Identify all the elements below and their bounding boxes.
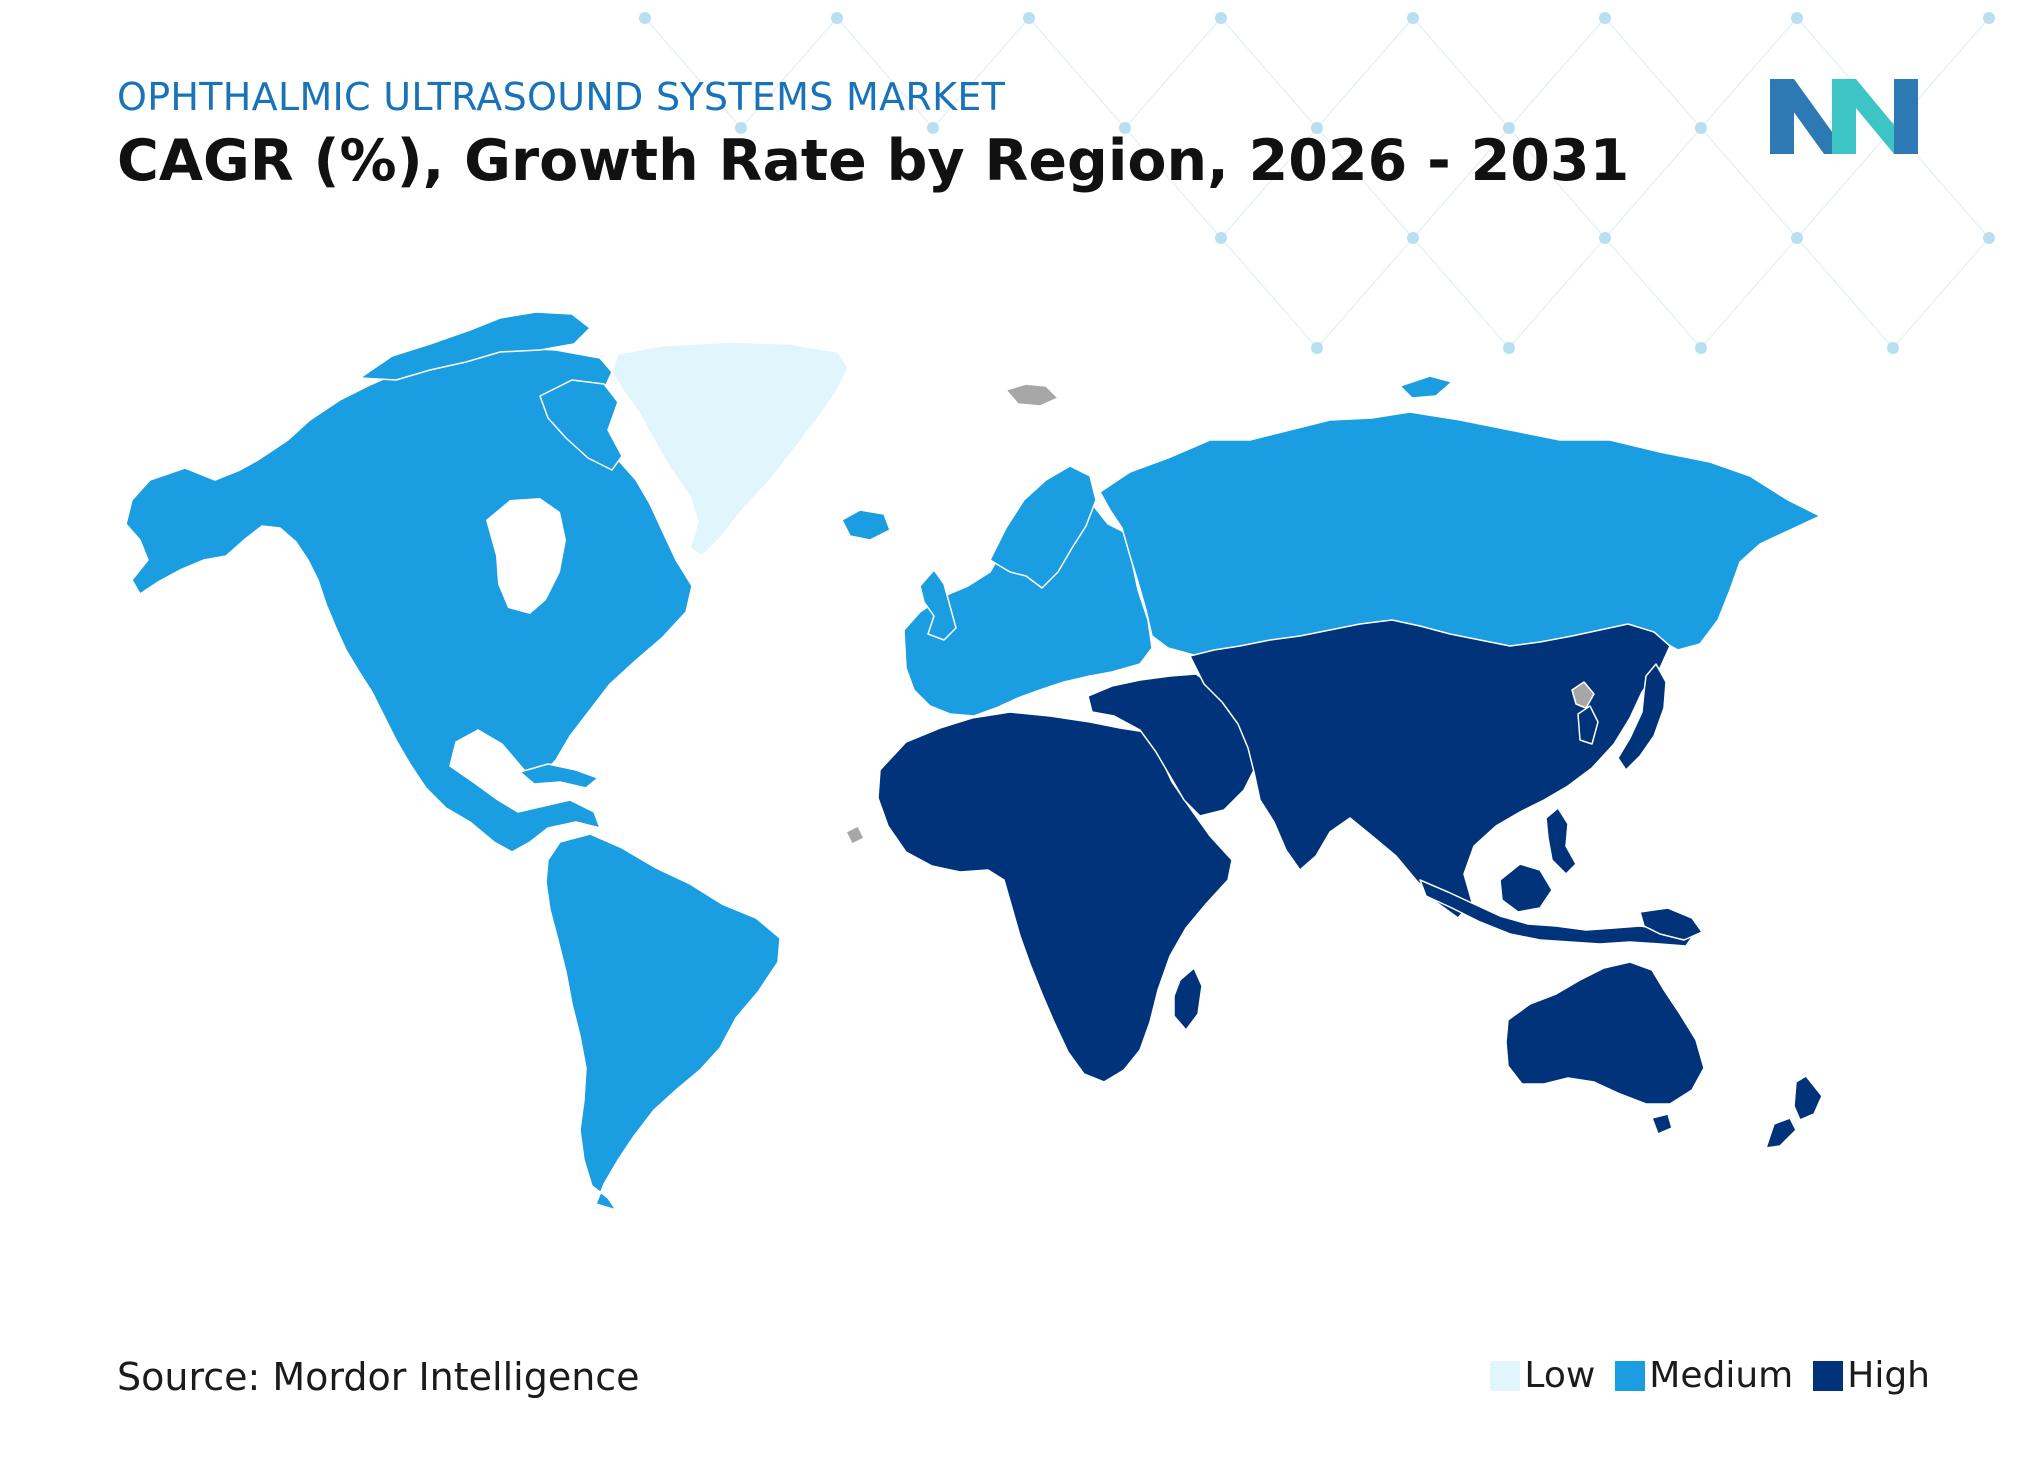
pattern-line [1220, 17, 1318, 129]
region-papua-new-guinea [1639, 907, 1703, 941]
region-korea [1577, 705, 1599, 745]
pattern-line [1892, 237, 1990, 349]
pattern-line [1508, 17, 1606, 129]
legend-swatch-medium [1615, 1360, 1646, 1391]
hudson-bay [486, 498, 566, 614]
chart-title: CAGR (%), Growth Rate by Region, 2026 - … [117, 128, 1630, 194]
pattern-node [1503, 342, 1515, 354]
pattern-node [1503, 122, 1515, 134]
pattern-line [740, 17, 838, 129]
region-asia [1189, 619, 1671, 919]
pattern-node [1023, 12, 1035, 24]
region-new-zealand-south [1765, 1117, 1797, 1149]
region-united-kingdom [919, 569, 957, 641]
region-indonesia [1419, 879, 1695, 947]
pattern-node [639, 12, 651, 24]
pattern-line [1700, 237, 1798, 349]
pattern-line [1796, 237, 1894, 349]
legend-label-low: Low [1524, 1355, 1596, 1396]
pattern-node [1983, 12, 1995, 24]
pattern-node [1599, 232, 1611, 244]
region-philippines [1545, 807, 1577, 875]
pattern-node [1695, 342, 1707, 354]
region-greenland [611, 341, 849, 557]
region-africa [877, 711, 1233, 1083]
pattern-node [1311, 342, 1323, 354]
pattern-line [1412, 127, 1510, 239]
pattern-line [1124, 127, 1222, 239]
pattern-line [1604, 237, 1702, 349]
pattern-node [1599, 12, 1611, 24]
legend-label-high: High [1847, 1355, 1930, 1396]
region-scandinavia [989, 465, 1097, 589]
region-australia [1505, 961, 1705, 1105]
pattern-line [1316, 17, 1414, 129]
legend-item-medium: Medium [1615, 1355, 1793, 1396]
pattern-line [1412, 237, 1510, 349]
pattern-line [1124, 17, 1222, 129]
region-novaya-zemlya [1399, 375, 1453, 399]
pattern-node [1407, 12, 1419, 24]
pattern-line [1508, 127, 1606, 239]
region-tasmania [1651, 1113, 1673, 1135]
region-middle-east [1087, 673, 1259, 817]
region-svalbard [1005, 383, 1059, 407]
region-north-korea [1571, 681, 1595, 709]
pattern-node [1791, 232, 1803, 244]
legend-item-high: High [1813, 1355, 1930, 1396]
region-borneo [1499, 863, 1553, 913]
mordor-intelligence-logo [1770, 79, 1918, 154]
region-canada-arctic-islands [359, 311, 591, 381]
pattern-line [1700, 17, 1798, 129]
logo-left-diagonal [1770, 79, 1848, 154]
legend-swatch-high [1813, 1360, 1844, 1391]
region-iceland [841, 509, 891, 541]
pattern-line [1220, 127, 1318, 239]
pattern-line [836, 17, 934, 129]
pattern-line [1220, 237, 1318, 349]
pattern-line [1604, 127, 1702, 239]
legend-swatch-low [1490, 1360, 1521, 1391]
chart-subtitle: OPHTHALMIC ULTRASOUND SYSTEMS MARKET [117, 75, 1006, 119]
pattern-node [831, 12, 843, 24]
region-baffin-island [539, 379, 623, 471]
pattern-node [1695, 122, 1707, 134]
region-russia [1099, 411, 1821, 661]
pattern-line [1604, 17, 1702, 129]
pattern-node [735, 122, 747, 134]
pattern-node [1887, 342, 1899, 354]
pattern-node [1119, 122, 1131, 134]
region-new-zealand [1793, 1075, 1823, 1121]
pattern-line [1508, 237, 1606, 349]
region-south-america [545, 833, 781, 1211]
legend-item-low: Low [1490, 1355, 1595, 1396]
pattern-node [927, 122, 939, 134]
region-western-sahara [845, 825, 865, 845]
legend-label-medium: Medium [1649, 1355, 1794, 1396]
pattern-node [1311, 122, 1323, 134]
region-japan [1617, 663, 1667, 771]
pattern-line [644, 17, 742, 129]
logo-right-shape [1894, 79, 1918, 154]
pattern-node [1791, 12, 1803, 24]
legend: Low Medium High [1470, 1355, 1930, 1396]
pattern-line [1028, 17, 1126, 129]
pattern-line [1700, 127, 1798, 239]
source-note: Source: Mordor Intelligence [117, 1355, 640, 1399]
pattern-node [1215, 232, 1227, 244]
region-madagascar [1173, 967, 1203, 1031]
pattern-line [932, 17, 1030, 129]
pattern-line [1412, 17, 1510, 129]
pattern-line [1796, 127, 1894, 239]
region-caribbean [519, 763, 599, 789]
pattern-line [1316, 127, 1414, 239]
pattern-line [1316, 237, 1414, 349]
pattern-node [1215, 12, 1227, 24]
pattern-node [1983, 232, 1995, 244]
pattern-node [1407, 232, 1419, 244]
